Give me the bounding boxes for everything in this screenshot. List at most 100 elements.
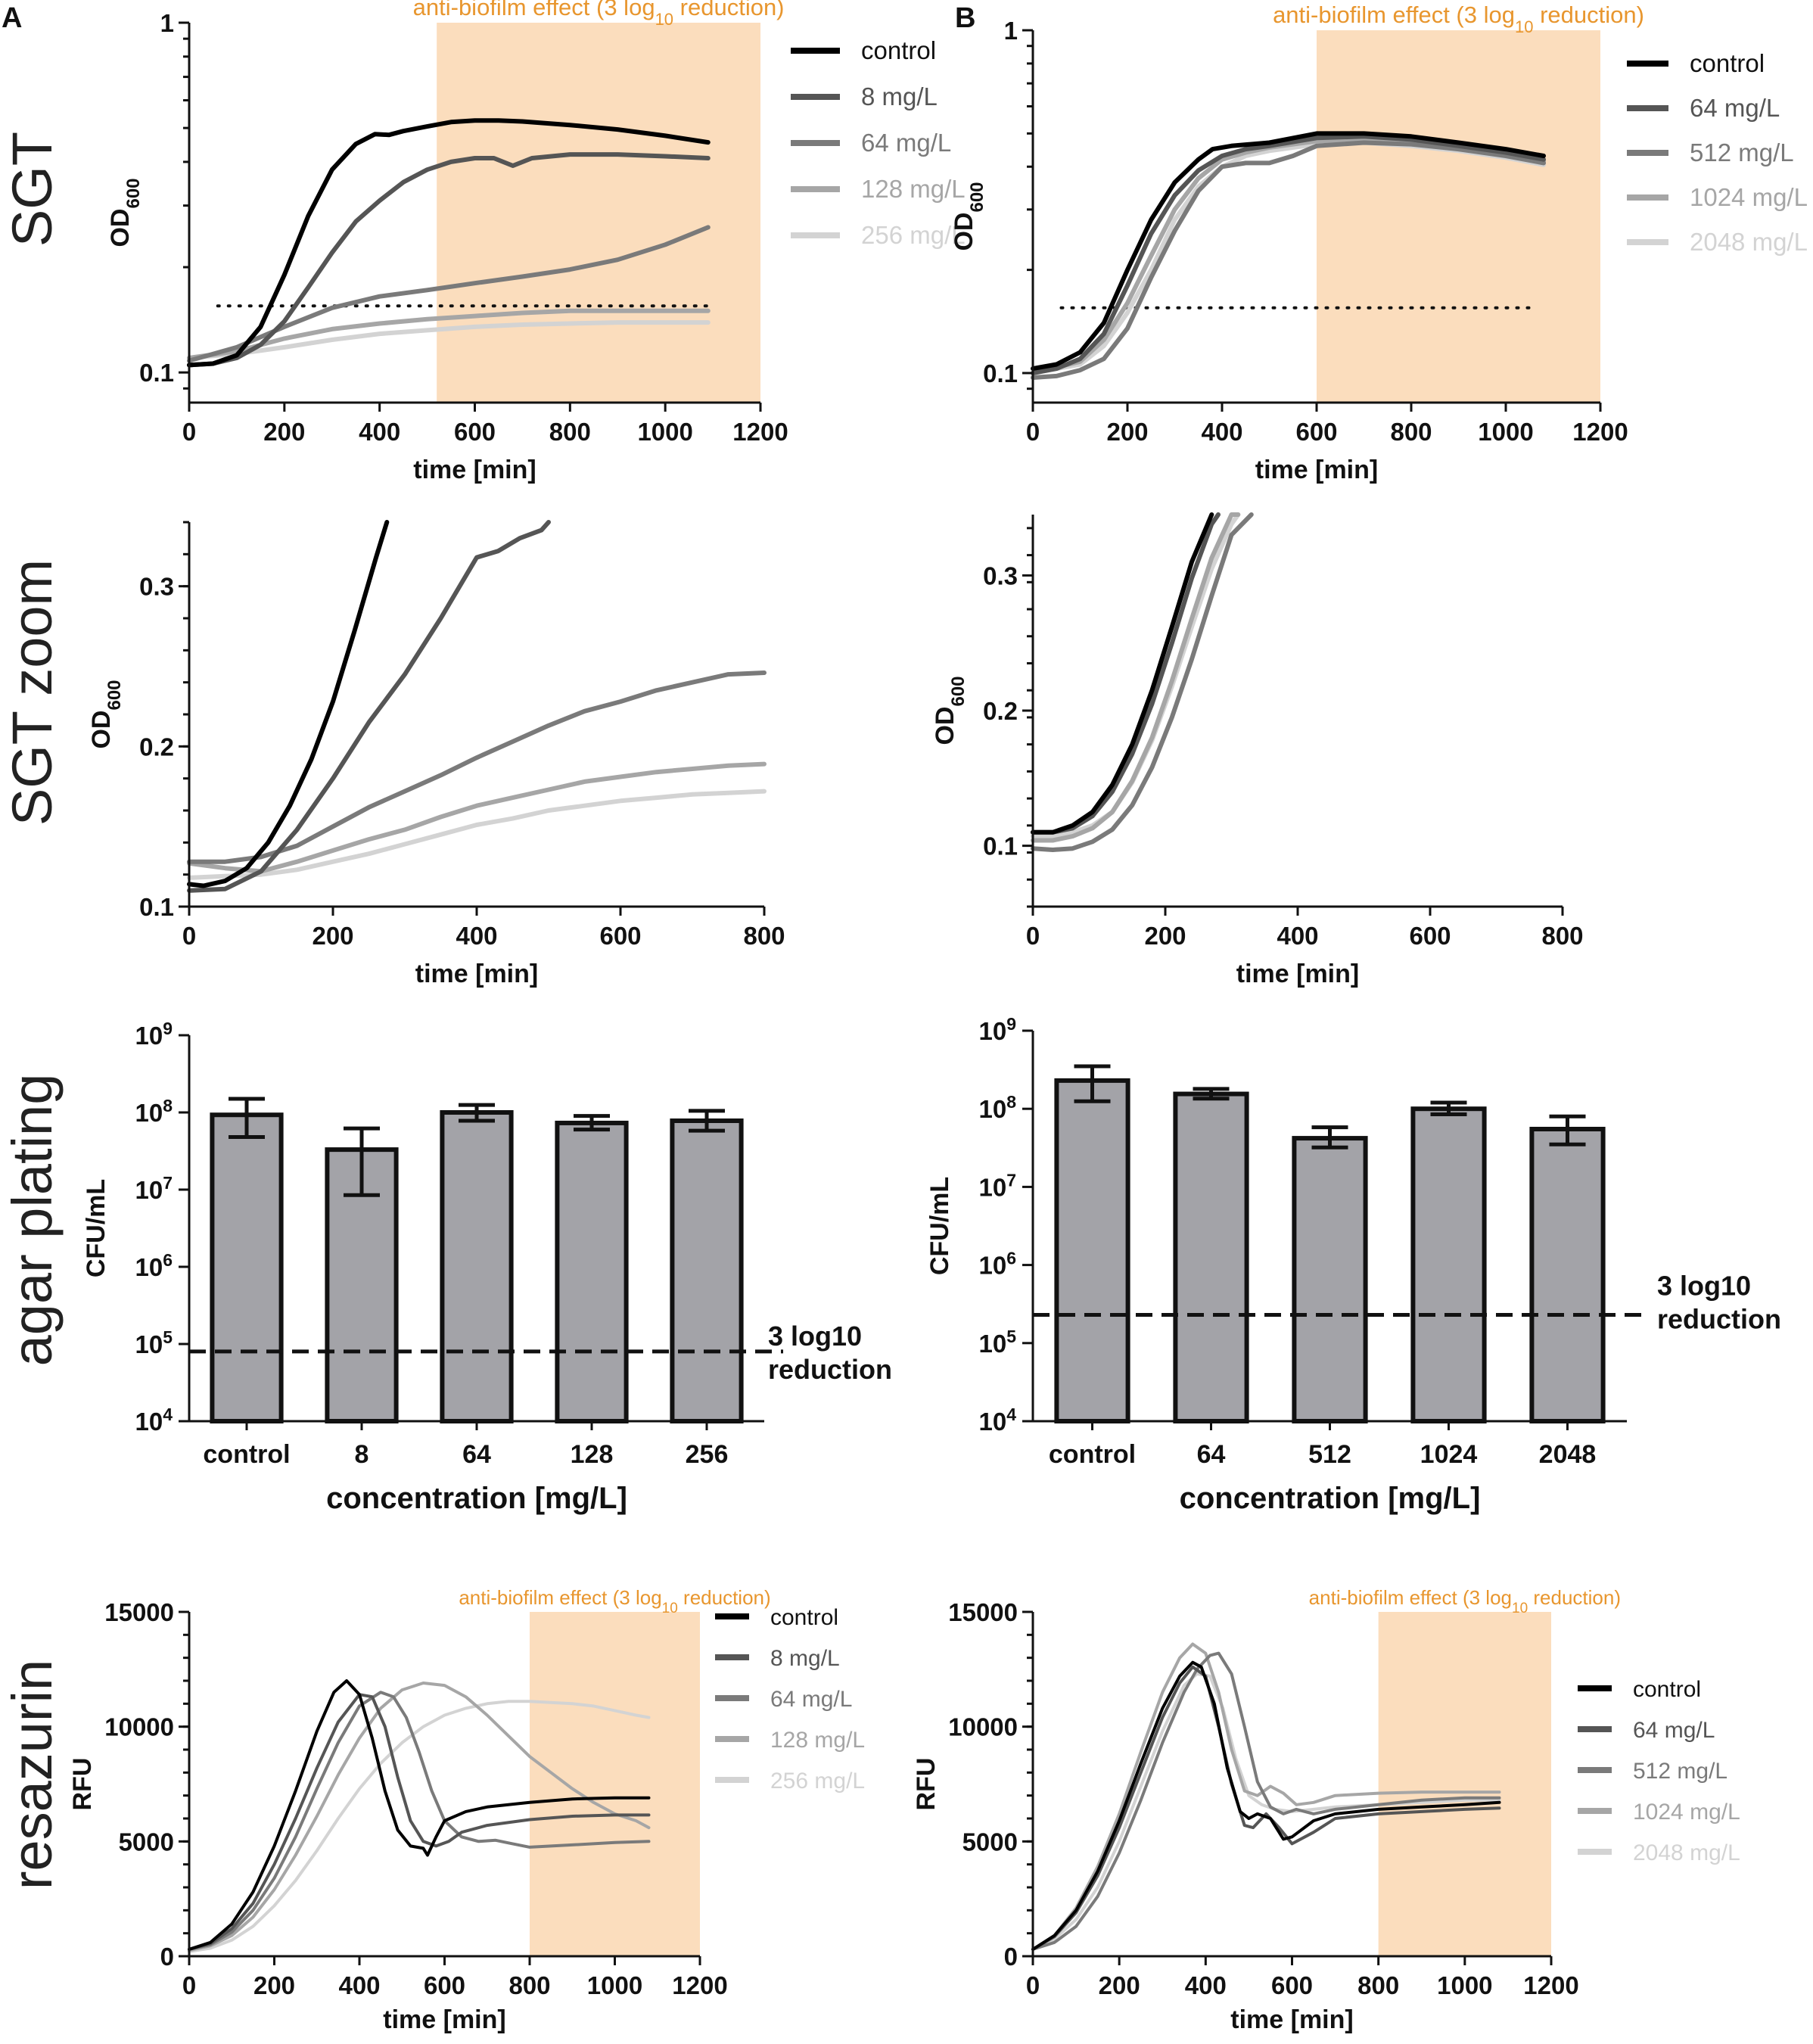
sgt_b-legend-label: 2048 mg/L [1690,228,1808,256]
res_b-x-tick-label: 1000 [1437,1971,1492,1999]
panel-letter-a: A [2,2,22,34]
agar_b-bar [1054,1078,1130,1423]
res_a-series-line-1 [188,1679,651,1951]
agar_b-x-tick-label: 64 [1197,1440,1226,1469]
sgt_a-series-line-1 [187,118,711,368]
agar_b-y-tick-label: 107 [978,1170,1016,1201]
res_a-series-line-4 [188,1682,651,1952]
sgt_b-y-tick-label: 0.1 [983,359,1018,387]
sgt_a-series-line-5 [187,320,711,360]
agar_a-x-tick-label: 128 [571,1440,614,1469]
res_a-y-tick-label: 10000 [104,1713,174,1741]
sgt_a-y-tick-label: 1 [160,9,174,37]
res_b-shade-label: anti-biofilm effect (3 log10 reduction) [1309,1586,1621,1616]
agar_b-bar [1529,1126,1606,1424]
res_a-legend-label: 8 mg/L [770,1646,840,1671]
res_b-legend-label: 2048 mg/L [1633,1840,1740,1865]
sgt_b-shade-region [1317,30,1600,403]
zoom_b-y-label: OD600 [931,676,969,745]
sgt_b-series-line-2 [1031,134,1546,375]
agar_b-x-tick-label: control [1049,1440,1136,1469]
agar_a-threshold-label-1: 3 log10 [768,1321,862,1352]
zoom_a-series-line-1 [187,520,390,888]
sgt_b-x-label: time [min] [1255,456,1378,484]
sgt_b-legend-label: 64 mg/L [1690,94,1780,122]
agar_b-bar [1173,1091,1249,1423]
res_a-legend-label: 64 mg/L [770,1687,852,1712]
res_a-x-tick-label: 1000 [587,1971,642,1999]
sgt_b-x-tick-label: 200 [1106,418,1148,446]
res_b-legend-label: 64 mg/L [1633,1718,1715,1743]
sgt_a-legend-label: 256 mg/L [861,221,966,249]
zoom_b-y-tick-label: 0.3 [983,562,1018,590]
agar_a-x-label: concentration [mg/L] [326,1482,627,1515]
sgt_b-x-tick-label: 1000 [1478,418,1533,446]
sgt_a-x-tick-label: 400 [359,418,400,446]
panel-letter-b: B [955,2,975,34]
sgt_a-x-tick-label: 1200 [732,418,788,446]
zoom_a-y-tick-label: 0.3 [139,573,174,601]
agar_a-bar [670,1118,744,1423]
agar_b-x-tick-label: 2048 [1539,1440,1597,1469]
zoom_a-series-line-5 [187,789,767,880]
zoom_b-x-tick-label: 600 [1409,922,1451,950]
agar_a-threshold-label-2: reduction [768,1354,892,1385]
sgt_a-legend-label: 128 mg/L [861,175,966,203]
zoom_a-y-label: OD600 [87,680,125,748]
sgt_a-x-label: time [min] [413,456,536,484]
zoom_a-series-line-2 [187,520,551,893]
res_a-x-tick-label: 800 [508,1971,550,1999]
agar_b-threshold-label-1: 3 log10 [1657,1270,1751,1301]
res_a-x-tick-label: 600 [424,1971,465,1999]
res_b-x-tick-label: 800 [1357,1971,1399,1999]
res_a-x-tick-label: 1200 [672,1971,727,1999]
res_b-series-line-4 [1031,1642,1501,1951]
agar_b-threshold-label-2: reduction [1657,1303,1781,1334]
res_b-series-line-3 [1031,1651,1501,1951]
zoom_b-y-tick-label: 0.1 [983,832,1018,860]
res_b-y-tick-label: 15000 [948,1598,1018,1626]
zoom_a-x-tick-label: 0 [182,922,196,950]
row-label-resazurin: resazurin [1,1660,64,1890]
zoom_b-x-tick-label: 0 [1026,922,1040,950]
res_a-y-tick-label: 0 [160,1943,174,1971]
agar_a-x-tick-label: 256 [686,1440,729,1469]
agar_a-y-tick-label: 109 [135,1019,173,1050]
agar_a-y-tick-label: 104 [135,1405,173,1436]
agar_b-y-tick-label: 108 [978,1092,1016,1123]
sgt_a-series-line-4 [187,308,711,360]
res_b-y-label: RFU [912,1758,941,1811]
zoom_a-x-tick-label: 600 [599,922,641,950]
agar_a-x-tick-label: 8 [355,1440,369,1469]
agar_b-x-tick-label: 1024 [1420,1440,1478,1469]
sgt_a-x-tick-label: 200 [263,418,305,446]
agar_a-y-tick-label: 108 [135,1096,173,1127]
sgt_b-y-tick-label: 1 [1004,17,1018,45]
zoom_b-series-line-3 [1031,512,1254,852]
sgt_b-series-line-1 [1031,131,1546,372]
sgt_a-x-tick-label: 1000 [637,418,692,446]
sgt_b-x-tick-label: 1200 [1572,418,1628,446]
res_b-y-tick-label: 0 [1004,1943,1018,1971]
sgt_a-x-tick-label: 600 [454,418,496,446]
res_b-x-tick-label: 0 [1026,1971,1040,1999]
sgt_b-legend-label: 512 mg/L [1690,138,1794,166]
sgt_a-series-line-2 [187,152,711,368]
zoom_b-series-line-5 [1031,512,1241,839]
res_b-x-tick-label: 1200 [1523,1971,1578,1999]
agar_a-x-tick-label: 64 [462,1440,491,1469]
row-label-agar-plating: agar plating [1,1074,64,1367]
agar_a-y-tick-label: 106 [135,1250,173,1281]
res_a-y-tick-label: 15000 [104,1598,174,1626]
res_b-y-tick-label: 5000 [962,1828,1018,1856]
agar_a-bar [440,1110,514,1423]
zoom_b-x-tick-label: 800 [1541,922,1583,950]
agar_a-bar [555,1120,629,1423]
res_b-legend-label: 512 mg/L [1633,1759,1727,1784]
agar_b-y-tick-label: 105 [978,1327,1016,1358]
zoom_a-x-tick-label: 200 [312,922,353,950]
res_a-legend-label: 128 mg/L [770,1728,865,1753]
sgt_b-x-tick-label: 600 [1295,418,1337,446]
sgt_b-series-line-3 [1031,140,1546,380]
res_b-x-label: time [min] [1230,2005,1353,2034]
